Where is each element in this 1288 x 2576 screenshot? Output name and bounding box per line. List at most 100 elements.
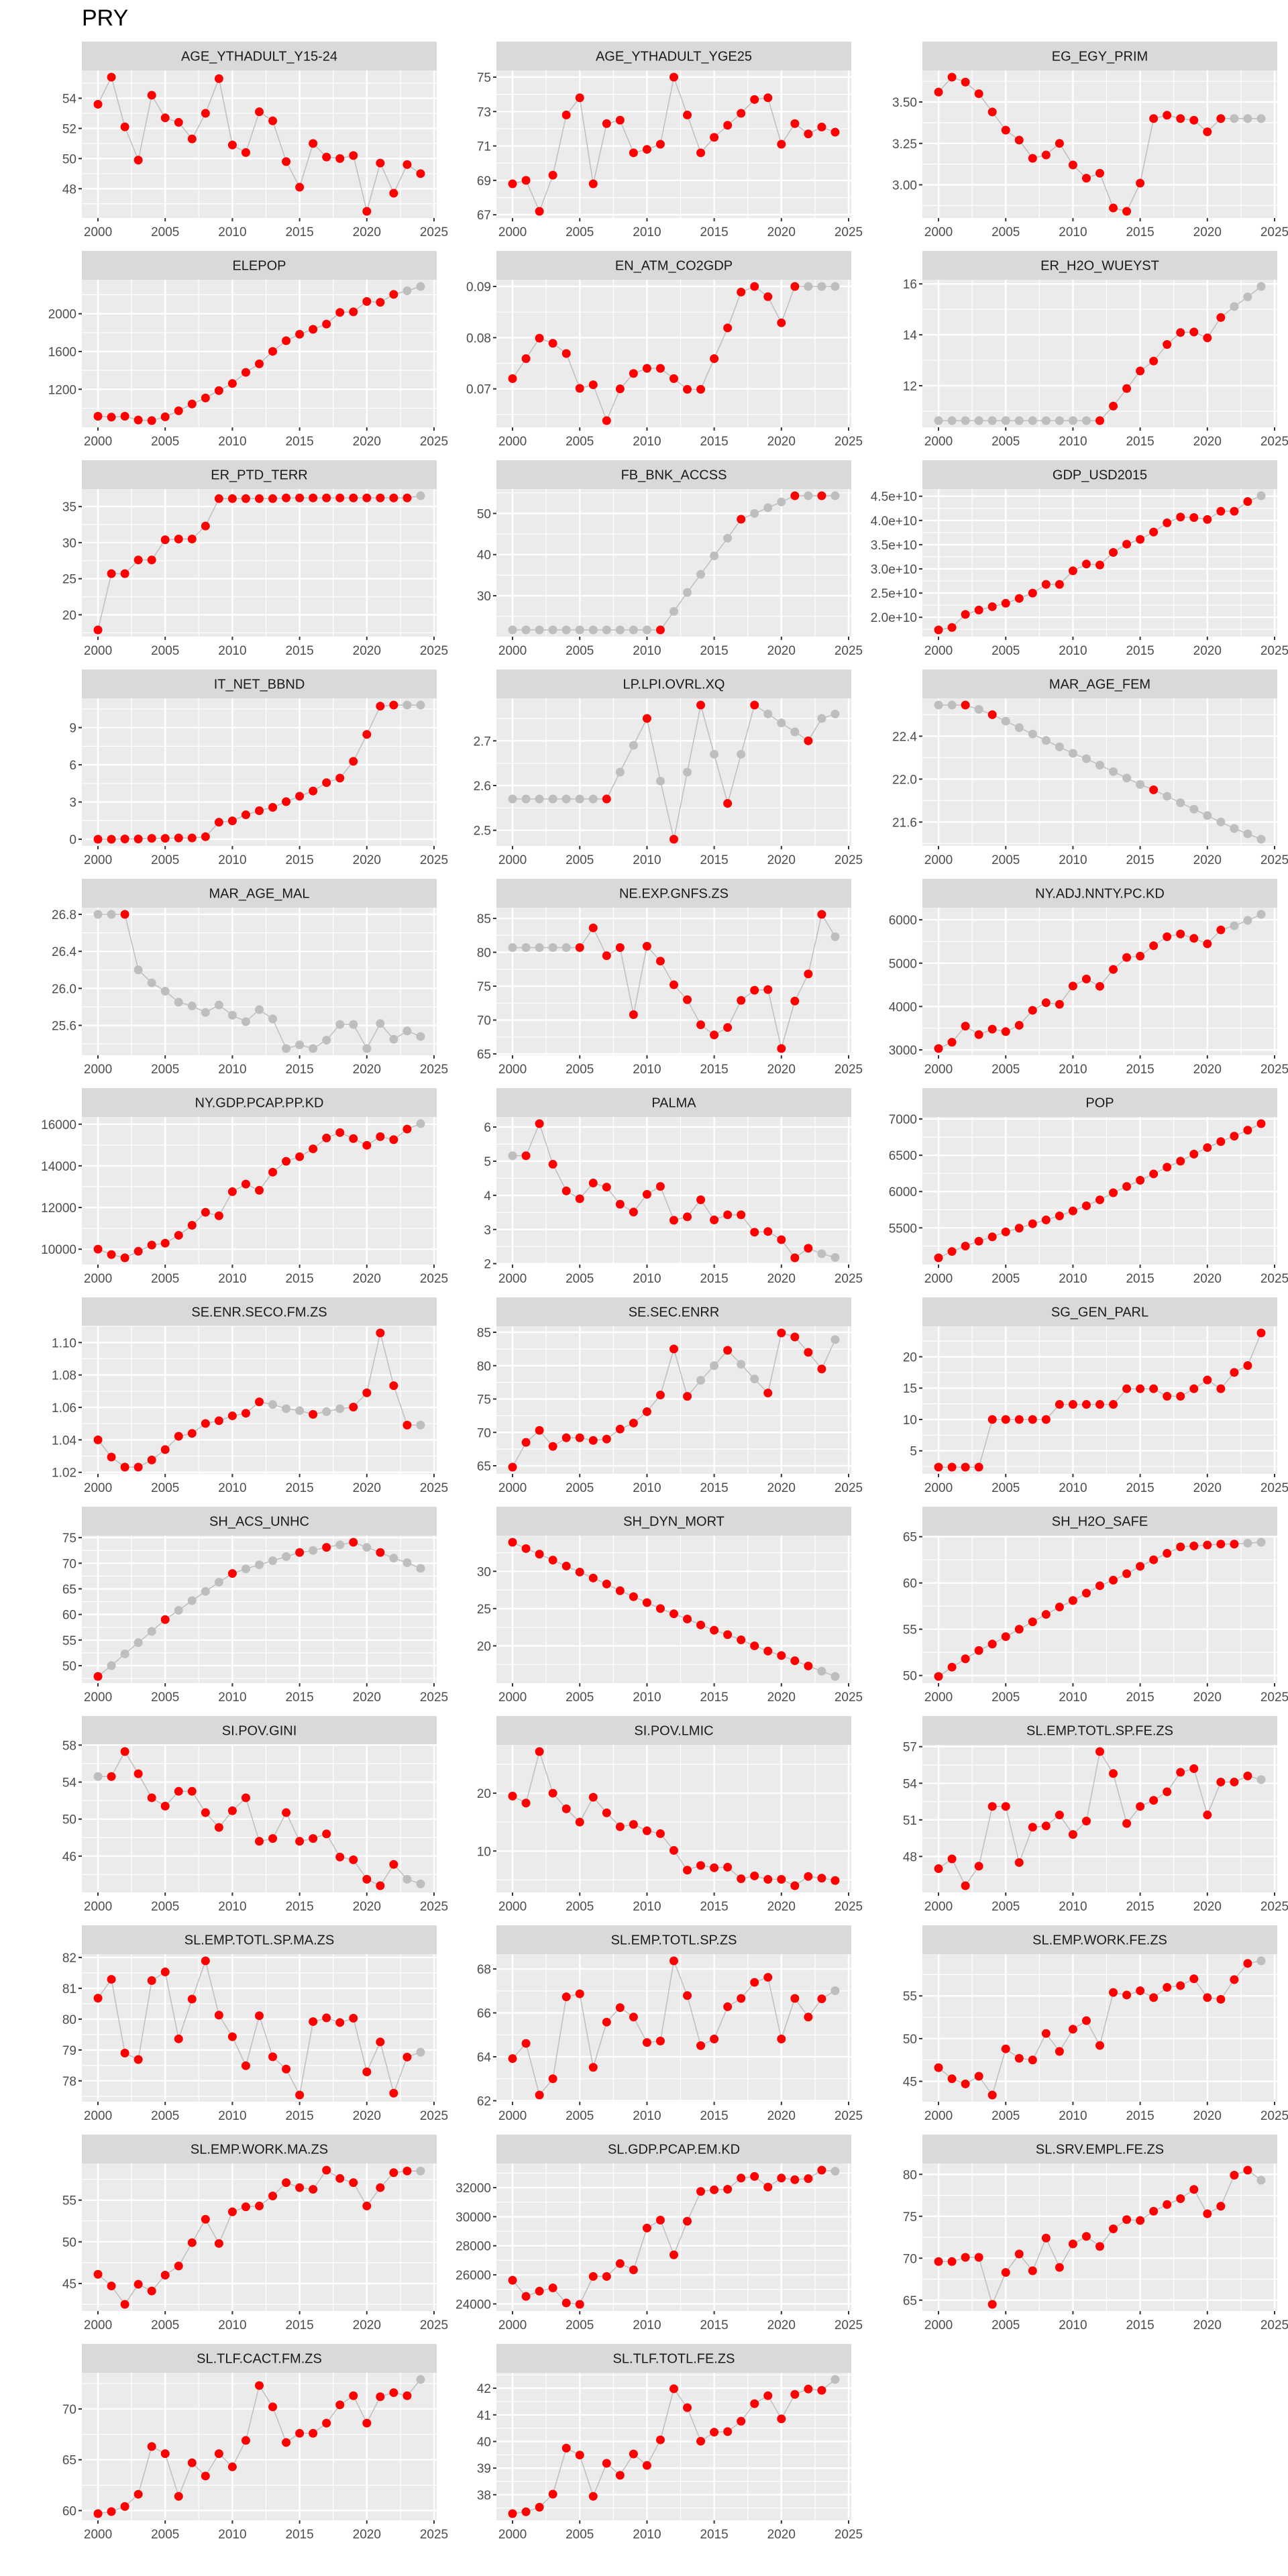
x-tick-label: 2000 [924, 1063, 953, 1077]
data-point-observed [763, 2182, 773, 2192]
data-point-observed [389, 290, 398, 299]
x-tick-label: 2020 [1193, 1900, 1222, 1914]
data-point-observed [947, 1662, 957, 1672]
data-point-imputed [1014, 416, 1024, 425]
data-point-observed [947, 1854, 957, 1864]
y-tick-label: 4 [484, 1189, 491, 1203]
data-point-imputed [1256, 114, 1266, 123]
data-point-observed [588, 1792, 598, 1802]
data-point-imputed [402, 1026, 412, 1036]
data-point-observed [1041, 1415, 1051, 1424]
x-tick-label: 2010 [633, 1690, 661, 1705]
x-tick-label: 2015 [285, 2109, 313, 2123]
data-point-observed [683, 1212, 692, 1222]
data-point-imputed [322, 1407, 331, 1416]
data-point-observed [1216, 1777, 1226, 1786]
panel-background [922, 1536, 1277, 1683]
data-point-imputed [1243, 114, 1252, 123]
x-tick-label: 2010 [218, 2528, 246, 2542]
data-point-observed [575, 1194, 584, 1203]
data-point-observed [535, 2286, 544, 2296]
data-point-observed [575, 2300, 584, 2309]
facet-title: EG_EGY_PRIM [1052, 50, 1148, 64]
data-point-observed [1163, 518, 1172, 527]
data-point-imputed [335, 1404, 345, 1413]
x-tick-label: 2010 [633, 1481, 661, 1495]
data-point-observed [322, 2013, 331, 2023]
data-point-observed [804, 2012, 813, 2022]
data-point-observed [629, 1208, 638, 1217]
y-tick-label: 70 [62, 1557, 76, 1571]
panel-background [82, 1954, 437, 2102]
y-tick-label: 14 [903, 329, 918, 343]
data-point-observed [642, 1598, 651, 1607]
data-point-observed [402, 2166, 412, 2176]
x-tick-label: 2000 [924, 853, 953, 867]
data-point-imputed [961, 416, 970, 425]
data-point-observed [934, 1864, 943, 1874]
data-point-observed [1122, 1569, 1132, 1578]
data-point-observed [521, 1151, 531, 1161]
data-point-observed [268, 2402, 278, 2412]
y-tick-label: 4000 [889, 1000, 917, 1014]
facet-panel: SE.SEC.ENRR 65 70 75 80 85 2000 2005 2010 2015 202… [477, 1297, 863, 1495]
data-point-observed [934, 1672, 943, 1681]
y-tick-label: 9 [69, 722, 76, 736]
y-tick-label: 26.4 [52, 945, 76, 959]
data-point-observed [817, 1364, 826, 1374]
data-point-observed [227, 379, 237, 388]
data-point-observed [777, 1328, 786, 1338]
data-point-observed [295, 182, 305, 192]
data-point-imputed [830, 1335, 840, 1344]
x-tick-label: 2020 [353, 1900, 381, 1914]
data-point-observed [1028, 1219, 1037, 1228]
x-tick-label: 2005 [991, 1690, 1020, 1705]
x-tick-label: 2005 [566, 644, 594, 658]
data-point-observed [1136, 366, 1145, 376]
data-point-observed [362, 1140, 372, 1150]
data-point-observed [322, 1543, 331, 1552]
x-tick-label: 2020 [767, 2318, 796, 2332]
y-tick-label: 40 [477, 2435, 491, 2449]
data-point-observed [133, 555, 143, 565]
data-point-observed [1163, 1549, 1172, 1558]
data-point-observed [376, 1548, 385, 1557]
data-point-observed [750, 2171, 759, 2181]
data-point-observed [227, 2207, 237, 2216]
data-point-observed [987, 2300, 997, 2309]
x-tick-label: 2015 [285, 1481, 313, 1495]
x-tick-label: 2000 [84, 225, 112, 239]
data-point-observed [335, 1852, 345, 1862]
data-point-observed [763, 2391, 773, 2400]
facet-panel: GDP_USD2015 2.0e+10 2.5e+10 3.0e+10 3.5e+10 4… [871, 460, 1288, 658]
data-point-observed [615, 1199, 625, 1209]
data-point-observed [961, 2079, 970, 2088]
data-point-observed [723, 2185, 733, 2194]
data-point-observed [790, 282, 800, 291]
data-point-observed [987, 710, 997, 719]
data-point-imputed [974, 704, 983, 714]
data-point-observed [817, 1874, 826, 1883]
y-tick-label: 3000 [889, 1044, 917, 1058]
data-point-observed [93, 2269, 103, 2279]
data-point-observed [1230, 506, 1239, 516]
y-tick-label: 3 [484, 1224, 491, 1238]
data-point-observed [268, 116, 278, 125]
facet-title: SL.EMP.TOTL.SP.ZS [611, 1933, 737, 1948]
data-point-observed [669, 374, 678, 383]
x-tick-label: 2005 [151, 644, 179, 658]
data-point-observed [1176, 929, 1185, 938]
data-point-observed [282, 2178, 291, 2188]
data-point-observed [255, 2201, 264, 2210]
data-point-imputed [561, 794, 571, 804]
x-tick-label: 2010 [1059, 1481, 1087, 1495]
panel-background [82, 908, 437, 1055]
x-tick-label: 2025 [1260, 2109, 1288, 2123]
data-point-observed [723, 1210, 733, 1220]
x-tick-label: 2005 [151, 2528, 179, 2542]
data-point-observed [790, 1332, 800, 1342]
data-point-observed [1203, 1993, 1212, 2002]
data-point-observed [1243, 497, 1252, 506]
data-point-observed [1243, 1361, 1252, 1371]
